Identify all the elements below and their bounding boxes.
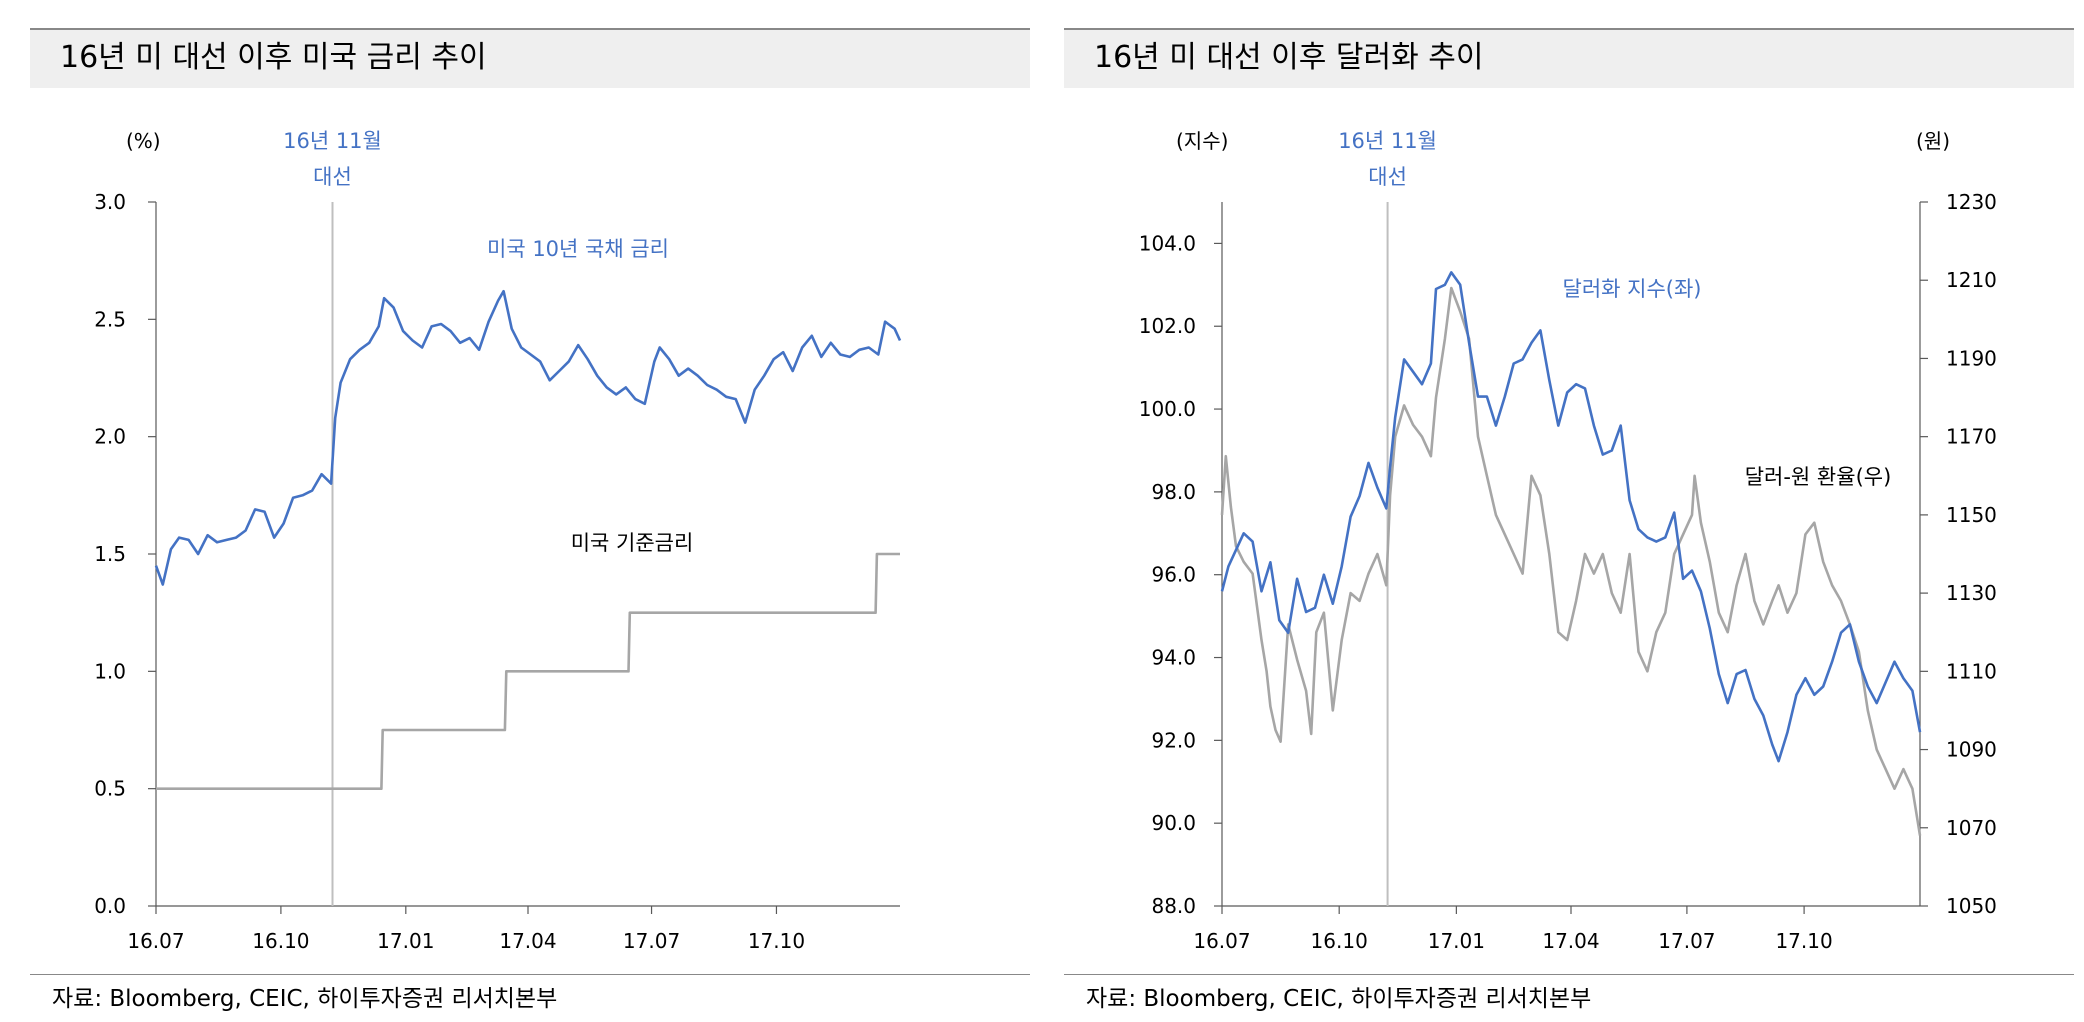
usdkrw-line <box>1220 286 1922 836</box>
y-right-tick-label: 1170 <box>1946 425 1997 449</box>
election-marker-label: 16년 11월 <box>283 129 382 153</box>
x-tick-label: 17.10 <box>748 929 805 953</box>
x-tick-label: 16.07 <box>127 929 184 953</box>
panel-us-rates: 16년 미 대선 이후 미국 금리 추이 0.0 0.5 1.0 1.5 2.0 2.5 3… <box>0 0 1040 1022</box>
x-tick-label: 17.01 <box>1428 929 1485 953</box>
y-left-tick-label: 96.0 <box>1151 563 1196 587</box>
y-left-tick-label: 90.0 <box>1151 811 1196 835</box>
panel-title: 16년 미 대선 이후 달러화 추이 <box>1094 40 1484 75</box>
y-right-tick-label: 1130 <box>1946 581 1997 605</box>
y-tick-label: 0.0 <box>94 894 126 918</box>
x-tick-label: 17.07 <box>623 929 680 953</box>
series-label-dollar-index: 달러화 지수(좌) <box>1563 277 1702 301</box>
y-right-axis-unit: (원) <box>1916 129 1950 153</box>
y-left-tick-label: 102.0 <box>1139 314 1196 338</box>
x-tick-label: 16.10 <box>252 929 309 953</box>
dollar-chart: 88.0 90.0 92.0 94.0 96.0 98.0 100.0 102.0 104.0 1… <box>1139 129 1997 953</box>
fed-rate-line <box>156 552 900 791</box>
x-tick-label: 17.07 <box>1658 929 1715 953</box>
y-right-tick-label: 1110 <box>1946 659 1997 683</box>
series-label-us10y: 미국 10년 국채 금리 <box>487 237 669 261</box>
y-left-tick-label: 88.0 <box>1151 894 1196 918</box>
y-left-tick-label: 92.0 <box>1151 728 1196 752</box>
series-label-fed-rate: 미국 기준금리 <box>571 531 694 555</box>
y-left-axis-unit: (지수) <box>1176 129 1228 153</box>
series-label-usdkrw: 달러-원 환율(우) <box>1745 465 1892 489</box>
us-rates-chart: 0.0 0.5 1.0 1.5 2.0 2.5 3.0 16.07 16.10 17.01 17.0… <box>94 129 902 953</box>
y-tick-label: 3.0 <box>94 190 126 214</box>
panel-title-bar: 16년 미 대선 이후 달러화 추이 <box>1064 28 2074 88</box>
y-axis-unit: (%) <box>126 129 161 153</box>
x-tick-label: 16.07 <box>1193 929 1250 953</box>
panel-dollar: 16년 미 대선 이후 달러화 추이 88.0 90.0 92.0 94.0 96.0 9… <box>1040 0 2084 1022</box>
panel-title: 16년 미 대선 이후 미국 금리 추이 <box>60 40 487 75</box>
election-marker-label: 16년 11월 <box>1338 129 1437 153</box>
y-right-tick-label: 1070 <box>1946 816 1997 840</box>
x-tick-label: 17.04 <box>499 929 556 953</box>
footer-divider <box>1064 974 2074 975</box>
source-note: 자료: Bloomberg, CEIC, 하이투자증권 리서치본부 <box>1086 986 1592 1012</box>
source-note: 자료: Bloomberg, CEIC, 하이투자증권 리서치본부 <box>52 986 558 1012</box>
y-right-tick-label: 1050 <box>1946 894 1997 918</box>
x-tick-label: 17.01 <box>377 929 434 953</box>
y-right-tick-label: 1150 <box>1946 503 1997 527</box>
y-tick-label: 1.0 <box>94 659 126 683</box>
panel-title-bar: 16년 미 대선 이후 미국 금리 추이 <box>30 28 1030 88</box>
footer-divider <box>30 974 1030 975</box>
y-right-tick-label: 1210 <box>1946 268 1997 292</box>
x-tick-label: 17.10 <box>1775 929 1832 953</box>
y-tick-label: 0.5 <box>94 777 126 801</box>
y-right-tick-label: 1090 <box>1946 738 1997 762</box>
y-left-tick-label: 94.0 <box>1151 646 1196 670</box>
election-marker-label: 대선 <box>1368 165 1407 189</box>
dollar-index-line <box>1220 271 1922 763</box>
y-left-tick-label: 98.0 <box>1151 480 1196 504</box>
y-right-tick-label: 1190 <box>1946 346 1997 370</box>
y-tick-label: 2.0 <box>94 425 126 449</box>
election-marker-label: 대선 <box>313 165 352 189</box>
x-tick-label: 16.10 <box>1311 929 1368 953</box>
x-tick-label: 17.04 <box>1542 929 1599 953</box>
y-tick-label: 1.5 <box>94 542 126 566</box>
y-tick-label: 2.5 <box>94 307 126 331</box>
y-right-tick-label: 1230 <box>1946 190 1997 214</box>
y-left-tick-label: 100.0 <box>1139 397 1196 421</box>
y-left-tick-label: 104.0 <box>1139 231 1196 255</box>
us10y-yield-line <box>154 289 902 586</box>
